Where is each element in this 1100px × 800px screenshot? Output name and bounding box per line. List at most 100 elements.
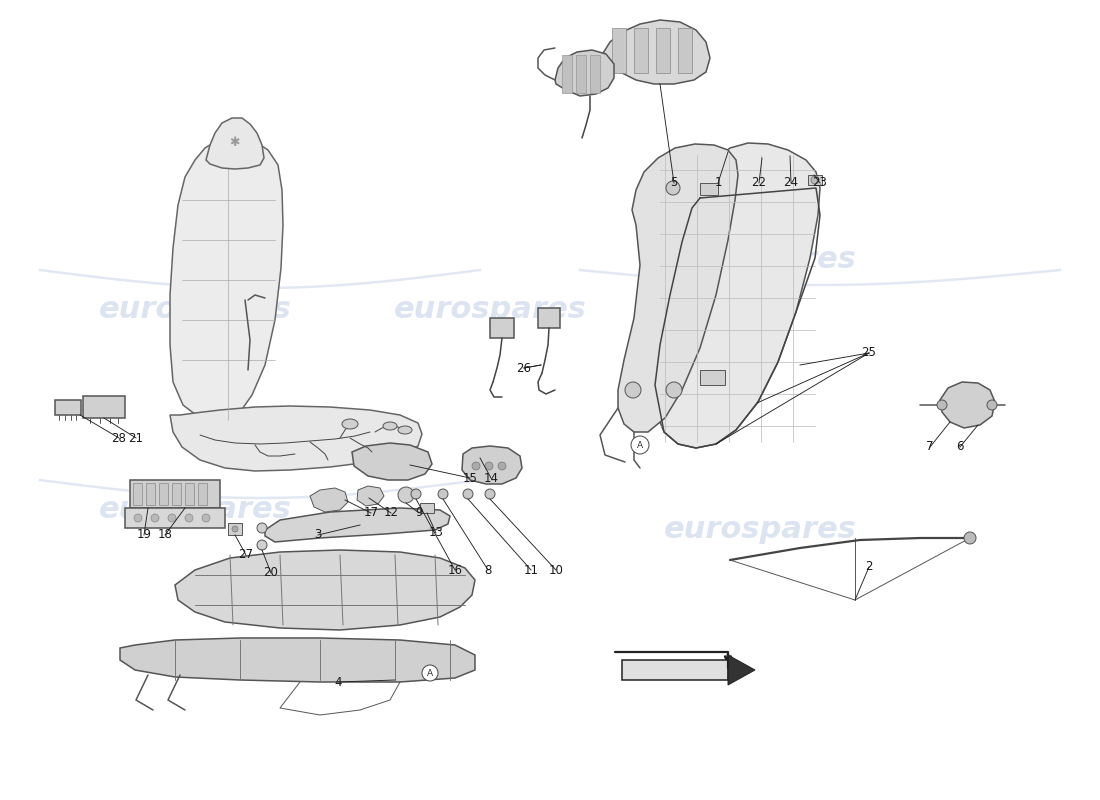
Polygon shape xyxy=(358,486,384,506)
Text: 12: 12 xyxy=(384,506,398,519)
Bar xyxy=(146,483,155,505)
Text: 4: 4 xyxy=(334,675,342,689)
Circle shape xyxy=(485,462,493,470)
Circle shape xyxy=(257,523,267,533)
Text: 22: 22 xyxy=(751,177,767,190)
Text: 15: 15 xyxy=(463,471,477,485)
Bar xyxy=(700,183,718,195)
Ellipse shape xyxy=(342,419,358,429)
Circle shape xyxy=(485,489,495,499)
Polygon shape xyxy=(170,406,422,471)
Bar xyxy=(133,483,142,505)
Circle shape xyxy=(472,462,480,470)
Text: A: A xyxy=(427,669,433,678)
Text: 7: 7 xyxy=(926,441,934,454)
Bar xyxy=(420,503,434,513)
Polygon shape xyxy=(462,446,522,484)
Circle shape xyxy=(987,400,997,410)
Bar xyxy=(562,55,572,93)
Circle shape xyxy=(811,176,819,184)
Text: eurospares: eurospares xyxy=(663,515,857,545)
Polygon shape xyxy=(310,488,348,512)
Circle shape xyxy=(151,514,160,522)
Circle shape xyxy=(937,400,947,410)
Circle shape xyxy=(411,489,421,499)
Text: 23: 23 xyxy=(813,177,827,190)
Bar xyxy=(172,483,182,505)
Bar xyxy=(82,396,125,418)
Text: eurospares: eurospares xyxy=(663,246,857,274)
Bar xyxy=(612,28,626,73)
Bar xyxy=(55,400,81,415)
Text: 27: 27 xyxy=(239,549,253,562)
Text: 21: 21 xyxy=(129,431,143,445)
Text: 17: 17 xyxy=(363,506,378,519)
Text: 8: 8 xyxy=(484,563,492,577)
Bar xyxy=(576,55,586,93)
Text: eurospares: eurospares xyxy=(99,495,292,525)
Text: 2: 2 xyxy=(866,561,872,574)
Bar xyxy=(198,483,207,505)
Circle shape xyxy=(257,540,267,550)
Polygon shape xyxy=(600,20,710,84)
Polygon shape xyxy=(940,382,996,428)
Circle shape xyxy=(631,436,649,454)
Text: 18: 18 xyxy=(157,529,173,542)
Polygon shape xyxy=(120,638,475,682)
Bar xyxy=(490,318,514,338)
Bar xyxy=(656,28,670,73)
Circle shape xyxy=(666,382,682,398)
Circle shape xyxy=(202,514,210,522)
Polygon shape xyxy=(618,144,738,432)
Circle shape xyxy=(438,489,448,499)
Circle shape xyxy=(666,181,680,195)
Text: 24: 24 xyxy=(783,177,799,190)
Text: 11: 11 xyxy=(524,563,539,577)
Bar xyxy=(125,508,226,528)
Text: 20: 20 xyxy=(264,566,278,579)
Bar xyxy=(228,523,242,535)
Circle shape xyxy=(964,532,976,544)
Text: 10: 10 xyxy=(549,563,563,577)
Bar xyxy=(130,480,220,508)
Polygon shape xyxy=(170,138,283,422)
Text: eurospares: eurospares xyxy=(99,295,292,325)
Text: 6: 6 xyxy=(956,441,964,454)
Polygon shape xyxy=(175,550,475,630)
Circle shape xyxy=(422,665,438,681)
Circle shape xyxy=(185,514,192,522)
Bar xyxy=(590,55,600,93)
Circle shape xyxy=(232,526,238,532)
Ellipse shape xyxy=(398,426,412,434)
Circle shape xyxy=(134,514,142,522)
Text: 9: 9 xyxy=(416,506,422,519)
Ellipse shape xyxy=(383,422,397,430)
Text: 16: 16 xyxy=(448,563,462,577)
Text: eurospares: eurospares xyxy=(394,295,586,325)
Polygon shape xyxy=(556,50,614,96)
Text: 19: 19 xyxy=(136,529,152,542)
Bar xyxy=(808,175,822,185)
Text: 25: 25 xyxy=(861,346,877,359)
Text: 14: 14 xyxy=(484,471,498,485)
Bar xyxy=(700,370,725,385)
Text: ✱: ✱ xyxy=(229,137,240,150)
Circle shape xyxy=(625,382,641,398)
Bar xyxy=(185,483,194,505)
Text: 1: 1 xyxy=(714,177,722,190)
Circle shape xyxy=(498,462,506,470)
Polygon shape xyxy=(728,655,755,685)
Bar xyxy=(160,483,168,505)
Polygon shape xyxy=(206,118,264,169)
Bar xyxy=(538,308,560,328)
Text: 28: 28 xyxy=(111,431,126,445)
Bar xyxy=(678,28,692,73)
Text: 3: 3 xyxy=(315,529,321,542)
Polygon shape xyxy=(352,443,432,480)
Text: 26: 26 xyxy=(517,362,531,374)
Bar xyxy=(634,28,648,73)
Polygon shape xyxy=(265,508,450,542)
Circle shape xyxy=(168,514,176,522)
Text: A: A xyxy=(637,441,644,450)
Polygon shape xyxy=(654,143,820,448)
